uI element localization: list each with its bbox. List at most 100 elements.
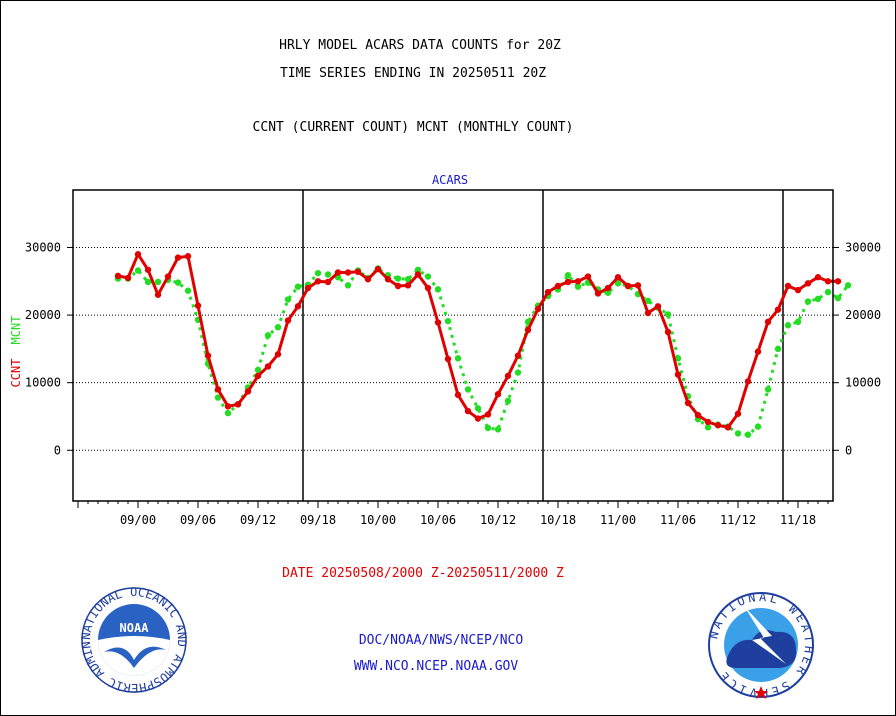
org-path-link[interactable]: DOC/NOAA/NWS/NCEP/NCO	[358, 633, 524, 648]
data-point-ccnt	[214, 386, 222, 393]
data-point-mcnt	[154, 278, 162, 286]
data-point-mcnt	[414, 266, 422, 273]
data-point-ccnt	[164, 273, 172, 280]
data-point-mcnt	[454, 355, 462, 362]
data-point-ccnt	[304, 284, 312, 292]
data-point-ccnt	[524, 326, 532, 334]
y-tick-label: 30000	[25, 240, 61, 254]
data-point-mcnt	[664, 311, 672, 318]
noaa-ring-text: NATIONAL OCEANIC AND ATMOSPHERIC ADMINIS…	[0, 0, 189, 695]
y-tick-label: 0	[54, 443, 61, 457]
panel-title: ACARS	[432, 173, 468, 187]
data-point-mcnt	[174, 279, 182, 286]
chart-title-line-2: TIME SERIES ENDING IN 20250511 20Z	[279, 66, 547, 81]
data-point-ccnt	[384, 276, 392, 283]
data-point-mcnt	[764, 386, 772, 393]
x-tick-label: 10/06	[420, 513, 456, 527]
nws-logo: NATIONAL WEATHER SERVICE	[706, 590, 814, 700]
data-point-ccnt	[174, 254, 182, 261]
data-point-mcnt	[494, 426, 502, 433]
data-point-mcnt	[734, 430, 742, 437]
y-axis-label-mcnt: MCNT	[9, 316, 23, 345]
plot-border	[72, 189, 834, 502]
data-point-mcnt	[134, 267, 142, 274]
data-point-ccnt	[764, 318, 772, 326]
y-tick-label-right: 20000	[845, 308, 881, 322]
data-point-ccnt	[564, 278, 572, 286]
data-point-ccnt	[754, 348, 762, 355]
data-point-mcnt	[274, 324, 282, 331]
data-point-mcnt	[674, 355, 682, 362]
data-point-ccnt	[554, 282, 562, 290]
data-point-mcnt	[644, 297, 652, 305]
data-point-ccnt	[834, 278, 842, 285]
data-point-ccnt	[474, 415, 482, 422]
data-point-ccnt	[624, 282, 632, 290]
data-point-mcnt	[814, 295, 822, 303]
website-link[interactable]: WWW.NCO.NCEP.NOAA.GOV	[353, 659, 519, 674]
data-point-ccnt	[234, 401, 242, 408]
data-point-ccnt	[344, 269, 352, 276]
data-point-mcnt	[794, 318, 802, 326]
data-point-ccnt	[364, 276, 372, 283]
data-point-mcnt	[484, 424, 492, 432]
data-point-ccnt	[414, 271, 422, 278]
data-point-ccnt	[794, 286, 802, 294]
data-point-mcnt	[144, 278, 152, 286]
y-tick-label: 10000	[25, 376, 61, 390]
data-point-ccnt	[574, 278, 582, 285]
series-line-ccnt	[117, 252, 838, 429]
data-point-ccnt	[644, 309, 652, 317]
data-point-ccnt	[614, 274, 622, 281]
data-point-ccnt	[434, 319, 442, 326]
noaa-wordmark: NOAA	[120, 621, 150, 635]
data-point-mcnt	[504, 397, 512, 405]
data-point-mcnt	[464, 386, 472, 393]
data-point-ccnt	[634, 282, 642, 289]
data-point-ccnt	[514, 352, 522, 359]
x-tick-label: 09/12	[240, 513, 276, 527]
data-point-ccnt	[454, 391, 462, 399]
data-point-mcnt	[824, 288, 832, 296]
x-tick-label: 09/18	[300, 513, 336, 527]
x-tick-label: 11/18	[780, 513, 816, 527]
data-point-mcnt	[834, 294, 842, 302]
data-point-ccnt	[654, 303, 662, 310]
data-point-mcnt	[574, 283, 582, 290]
series-ccnt	[114, 251, 842, 431]
data-point-ccnt	[774, 306, 782, 313]
data-point-ccnt	[504, 372, 512, 380]
data-point-ccnt	[254, 372, 262, 380]
data-point-ccnt	[824, 278, 832, 285]
data-point-mcnt	[424, 273, 432, 280]
data-point-ccnt	[404, 282, 412, 289]
data-point-ccnt	[814, 274, 822, 281]
data-point-ccnt	[494, 390, 502, 398]
data-point-ccnt	[244, 388, 252, 395]
data-point-mcnt	[514, 369, 522, 376]
data-point-ccnt	[144, 266, 152, 273]
data-point-mcnt	[614, 280, 622, 287]
data-point-ccnt	[194, 302, 202, 309]
data-point-ccnt	[114, 272, 122, 280]
y-tick-label-right: 0	[845, 443, 852, 457]
data-point-ccnt	[714, 422, 722, 429]
data-point-ccnt	[334, 269, 342, 276]
data-point-ccnt	[684, 399, 692, 407]
x-tick-label: 11/06	[660, 513, 696, 527]
data-point-mcnt	[444, 317, 452, 325]
data-point-ccnt	[374, 265, 382, 273]
data-point-ccnt	[274, 351, 282, 358]
data-point-ccnt	[224, 403, 232, 410]
x-tick-label: 10/12	[480, 513, 516, 527]
data-point-ccnt	[424, 284, 432, 292]
series-line-mcnt	[118, 266, 850, 437]
data-point-ccnt	[584, 273, 592, 280]
data-point-mcnt	[314, 269, 322, 277]
data-point-mcnt	[564, 271, 572, 279]
x-tick-label: 10/00	[360, 513, 396, 527]
data-point-mcnt	[744, 431, 752, 438]
data-point-ccnt	[674, 371, 682, 378]
data-point-ccnt	[284, 317, 292, 324]
